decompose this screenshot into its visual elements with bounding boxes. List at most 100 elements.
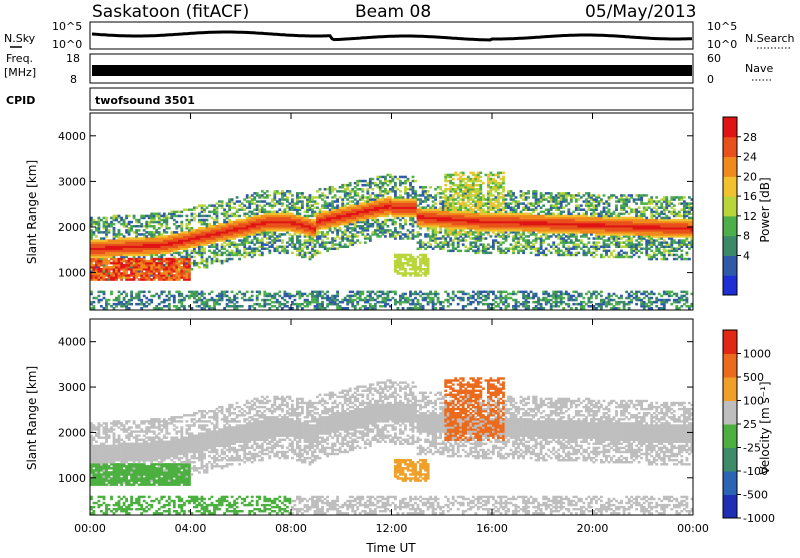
power-cell	[190, 237, 194, 240]
power-cell	[502, 206, 505, 209]
power-cell	[426, 266, 430, 269]
power-cell	[157, 272, 161, 275]
power-cell	[529, 202, 533, 205]
power-cell	[519, 249, 523, 253]
power-cell	[429, 243, 433, 246]
power-cell	[97, 245, 101, 248]
power-cell	[203, 243, 206, 246]
power-cell	[419, 208, 422, 211]
power-cell	[298, 218, 302, 222]
power-cell	[316, 305, 319, 308]
power-cell	[278, 245, 282, 248]
power-cell	[316, 302, 319, 306]
power-cell	[260, 243, 264, 246]
power-cell	[306, 247, 309, 250]
power-cell	[200, 253, 204, 257]
power-cell	[97, 300, 101, 304]
power-cell	[157, 231, 161, 234]
power-cell	[376, 296, 380, 300]
power-cell	[253, 196, 257, 199]
power-cell	[532, 222, 536, 226]
power-cell	[137, 220, 141, 224]
power-cell	[150, 257, 154, 261]
power-cell	[147, 243, 151, 246]
power-cell	[301, 231, 304, 234]
power-cell	[265, 194, 269, 197]
power-cell	[200, 233, 204, 236]
power-cell	[381, 305, 385, 308]
power-cell	[399, 272, 402, 275]
power-cell	[348, 296, 352, 300]
power-cell	[215, 247, 219, 250]
power-cell	[459, 181, 463, 185]
power-cell	[205, 305, 209, 308]
power-cell	[421, 255, 425, 259]
power-cell	[165, 235, 169, 238]
power-cell	[361, 233, 365, 236]
power-cell	[474, 292, 478, 296]
power-cell	[482, 227, 485, 230]
power-cell	[381, 202, 385, 205]
power-cell	[125, 294, 129, 298]
power-cell	[524, 206, 528, 209]
power-cell	[283, 214, 287, 218]
power-cell	[117, 270, 121, 273]
power-cell	[160, 245, 164, 248]
power-cell	[391, 179, 395, 183]
power-cell	[190, 233, 194, 236]
power-cell	[421, 225, 425, 228]
power-cell	[313, 235, 317, 238]
power-cell	[497, 198, 500, 201]
power-cell	[487, 225, 490, 228]
power-cell	[210, 261, 214, 265]
power-cell	[203, 235, 206, 238]
power-cell	[416, 247, 420, 250]
power-cell	[471, 204, 475, 207]
power-cell	[341, 212, 345, 216]
power-cell	[308, 218, 312, 222]
power-cell	[286, 216, 289, 220]
power-cell	[137, 249, 141, 253]
power-cell	[311, 218, 314, 222]
power-cell	[512, 235, 515, 238]
power-cell	[414, 290, 417, 294]
power-cell	[122, 235, 126, 238]
power-cell	[120, 216, 124, 220]
power-cell	[275, 218, 279, 222]
power-cell	[308, 300, 312, 304]
power-cell	[494, 186, 498, 189]
power-cell	[180, 300, 184, 304]
power-cell	[381, 190, 385, 193]
power-cell	[351, 237, 355, 240]
power-cell	[291, 198, 294, 201]
power-cell	[127, 274, 131, 277]
power-cell	[527, 202, 531, 205]
power-cell	[439, 231, 443, 234]
power-cell	[311, 298, 314, 302]
power-cell	[404, 296, 407, 300]
power-cell	[371, 222, 375, 226]
power-cell	[193, 237, 196, 240]
power-cell	[328, 302, 332, 306]
power-cell	[492, 212, 495, 216]
power-cell	[210, 239, 214, 242]
power-cell	[504, 206, 508, 209]
power-cell	[474, 177, 478, 181]
power-cell	[205, 302, 209, 306]
power-cell	[451, 241, 455, 244]
power-cell	[446, 227, 450, 230]
power-cell	[456, 237, 460, 240]
power-cell	[318, 208, 322, 211]
power-cell	[424, 196, 428, 199]
power-cell	[331, 243, 335, 246]
power-cell	[411, 263, 415, 267]
power-cell	[193, 296, 196, 300]
power-cell	[115, 233, 118, 236]
power-cell	[230, 227, 234, 230]
power-cell	[311, 208, 314, 211]
power-cell	[147, 298, 151, 302]
power-cell	[532, 245, 536, 248]
power-cell	[193, 255, 196, 259]
power-cell	[441, 237, 445, 240]
power-cell	[441, 245, 445, 248]
